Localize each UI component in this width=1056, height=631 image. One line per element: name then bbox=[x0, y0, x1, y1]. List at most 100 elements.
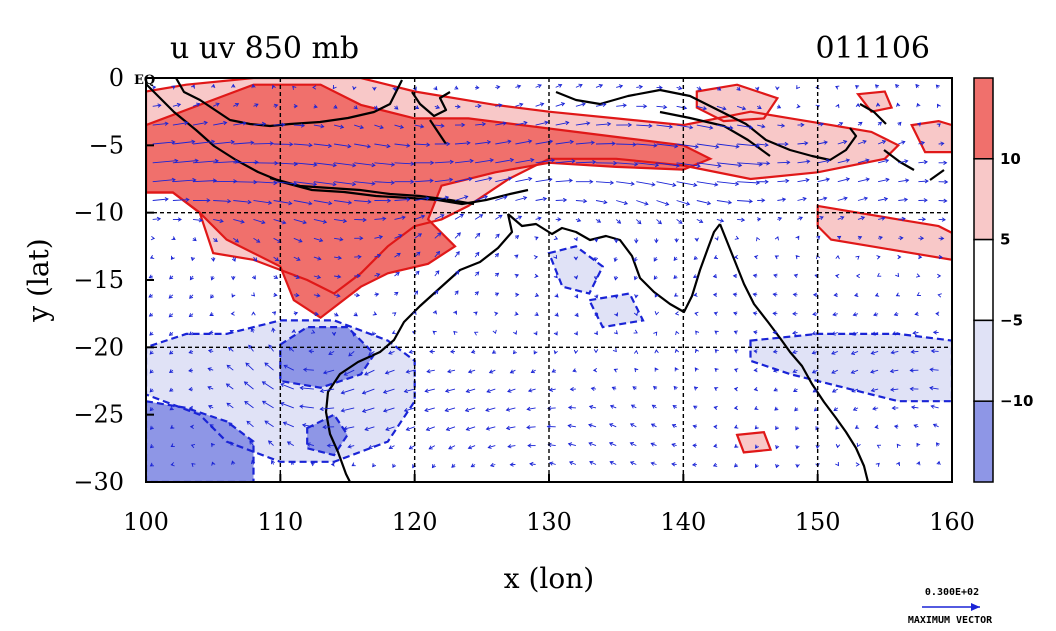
wind-vector-head-815 bbox=[910, 405, 916, 410]
wind-vector-head-671 bbox=[775, 463, 780, 469]
wind-vector-591 bbox=[716, 143, 739, 148]
wind-vector-527 bbox=[656, 124, 673, 128]
wind-vector-head-528 bbox=[674, 144, 679, 149]
wind-vector-head-820 bbox=[936, 103, 941, 108]
wind-vector-483 bbox=[616, 85, 623, 88]
wind-vector-head-601 bbox=[714, 330, 719, 335]
wind-vector-head-6 bbox=[164, 197, 169, 202]
wind-vector-head-655 bbox=[786, 160, 791, 165]
contour-line-1 bbox=[146, 83, 713, 320]
wind-vector-head-126 bbox=[271, 84, 276, 89]
wind-vector-head-343 bbox=[478, 214, 484, 218]
wind-vector-195 bbox=[334, 200, 352, 204]
wind-vector-320 bbox=[454, 178, 473, 183]
wind-vector-203 bbox=[328, 351, 335, 355]
wind-vector-head-593 bbox=[735, 181, 740, 187]
wind-vector-615 bbox=[737, 200, 753, 202]
wind-vector-head-784 bbox=[901, 216, 906, 222]
wind-vector-head-524 bbox=[629, 461, 635, 466]
wind-vector-425 bbox=[555, 179, 573, 183]
wind-vector-811 bbox=[913, 332, 919, 334]
wind-vector-head-352 bbox=[465, 388, 470, 393]
wind-vector-head-23 bbox=[184, 120, 189, 126]
wind-vector-head-538 bbox=[653, 331, 658, 336]
wind-vector-head-346 bbox=[475, 271, 480, 276]
wind-vector-head-695 bbox=[819, 122, 825, 127]
wind-vector-head-788 bbox=[895, 292, 901, 297]
wind-vector-head-104 bbox=[231, 460, 236, 465]
wind-vector-46 bbox=[192, 160, 219, 164]
wind-vector-head-683 bbox=[792, 292, 797, 297]
wind-vector-442 bbox=[575, 103, 586, 107]
wind-vector-head-379 bbox=[519, 102, 524, 107]
wind-vector-784 bbox=[898, 218, 906, 220]
wind-vector-head-649 bbox=[755, 444, 760, 449]
wind-vector-815 bbox=[911, 406, 919, 409]
wind-vector-head-666 bbox=[772, 368, 778, 373]
wind-vector-head-459 bbox=[567, 423, 572, 429]
wind-vector-head-2 bbox=[164, 121, 169, 126]
contour-line-11 bbox=[547, 245, 605, 295]
wind-vector-head-631 bbox=[757, 105, 762, 110]
wind-vector-head-195 bbox=[347, 200, 353, 205]
wind-vector-122 bbox=[244, 401, 254, 409]
wind-vector-head-335 bbox=[451, 463, 456, 468]
wind-vector-482 bbox=[589, 461, 597, 465]
wind-vector-head-234 bbox=[386, 143, 391, 149]
wind-vector-head-351 bbox=[467, 369, 473, 374]
wind-vector-321 bbox=[454, 195, 468, 201]
wind-vector-head-30 bbox=[170, 255, 175, 261]
wind-vector-head-642 bbox=[752, 311, 757, 316]
wind-vector-head-551 bbox=[693, 182, 698, 188]
wind-vector-head-349 bbox=[473, 331, 479, 336]
x-tick-label-4: 140 bbox=[660, 508, 706, 536]
wind-vector-head-447 bbox=[583, 198, 588, 204]
colorbar-label-2: −5 bbox=[1000, 311, 1023, 329]
wind-vector-head-709 bbox=[812, 388, 817, 393]
wind-vector-head-115 bbox=[251, 275, 256, 280]
wind-vector-head-198 bbox=[337, 255, 342, 260]
wind-vector-head-101 bbox=[226, 402, 231, 407]
wind-vector-head-687 bbox=[792, 369, 797, 374]
wind-vector-head-94 bbox=[231, 276, 236, 281]
wind-vector-298 bbox=[434, 161, 454, 164]
wind-vector-head-757 bbox=[875, 102, 881, 107]
wind-vector-174 bbox=[313, 200, 332, 205]
wind-vector-head-567 bbox=[697, 86, 702, 91]
wind-vector-head-341 bbox=[488, 176, 493, 181]
wind-vector-head-309 bbox=[426, 369, 431, 374]
x-tick-label-1: 110 bbox=[257, 508, 303, 536]
wind-vector-head-742 bbox=[860, 216, 866, 221]
wind-vector-head-611 bbox=[749, 125, 754, 130]
contour-line-5 bbox=[910, 119, 952, 154]
wind-vector-head-359 bbox=[502, 121, 507, 126]
wind-vector-769 bbox=[872, 332, 879, 335]
wind-vector-23 bbox=[172, 122, 188, 126]
wind-vector-486 bbox=[616, 143, 636, 146]
wind-vector-524 bbox=[630, 461, 637, 465]
wind-vector-head-137 bbox=[273, 292, 278, 298]
wind-vector-head-617 bbox=[734, 235, 740, 240]
wind-vector-head-385 bbox=[517, 215, 523, 220]
wind-vector-head-569 bbox=[709, 125, 714, 130]
wind-vector-head-327 bbox=[453, 310, 457, 315]
shaded-region-13 bbox=[750, 333, 952, 402]
wind-vector-head-484 bbox=[622, 103, 627, 108]
wind-vector-head-33 bbox=[168, 313, 173, 318]
wind-vector-751 bbox=[851, 388, 859, 393]
wind-vector-head-194 bbox=[352, 181, 357, 187]
wind-vector-head-762 bbox=[883, 196, 889, 202]
wind-vector-616 bbox=[737, 218, 745, 221]
wind-vector-head-390 bbox=[514, 311, 519, 316]
wind-vector-590 bbox=[716, 124, 733, 129]
wind-vector-6 bbox=[152, 198, 169, 201]
wind-vector-head-365 bbox=[495, 233, 500, 238]
wind-vector-324 bbox=[454, 251, 460, 258]
wind-vector-280 bbox=[414, 215, 425, 220]
wind-vector-head-673 bbox=[796, 104, 801, 109]
wind-vector-head-228 bbox=[343, 426, 348, 431]
wind-vector-head-315 bbox=[454, 85, 459, 90]
wind-vector-741 bbox=[857, 197, 868, 201]
wind-vector-head-112 bbox=[261, 220, 266, 225]
wind-vector-353 bbox=[465, 407, 476, 412]
